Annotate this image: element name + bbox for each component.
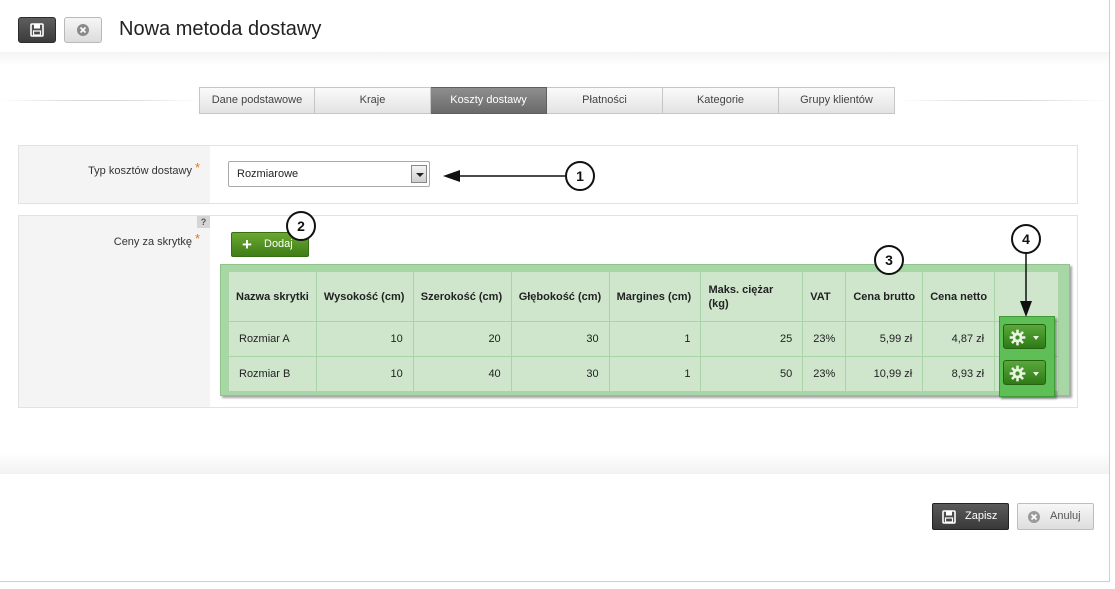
table-cell: 23% — [802, 321, 847, 357]
save-button-label: Zapisz — [965, 510, 998, 522]
table-cell: 10 — [315, 321, 414, 357]
column-header-actions — [994, 271, 1059, 322]
page-title: Nowa metoda dostawy — [119, 18, 322, 40]
column-header: Szerokość (cm) — [412, 271, 512, 322]
table-cell: 30 — [510, 321, 610, 357]
chevron-down-icon[interactable] — [411, 165, 427, 183]
tab-koszty-dostawy[interactable]: Koszty dostawy — [431, 87, 547, 114]
table-cell: 10 — [315, 356, 414, 392]
tab-grupy-klientow[interactable]: Grupy klientów — [779, 87, 895, 114]
callout-3: 3 — [874, 245, 904, 275]
table-cell: 10,99 zł — [845, 356, 924, 392]
callout-2: 2 — [286, 211, 316, 241]
column-header: Cena netto — [922, 271, 996, 322]
add-button-label: Dodaj — [264, 238, 293, 250]
table-row: Rozmiar B 10 40 30 1 50 23% 10,99 zł 8,9… — [228, 356, 1059, 392]
prices-panel: ? Ceny za skrytkę * + Dodaj Nazwa skrytk… — [18, 215, 1078, 408]
tab-dane-podstawowe[interactable]: Dane podstawowe — [199, 87, 315, 114]
table-cell: 50 — [700, 356, 804, 392]
tab-bar: Dane podstawowe Kraje Koszty dostawy Pła… — [199, 87, 895, 114]
required-mark: * — [194, 231, 200, 246]
column-header: Margines (cm) — [608, 271, 702, 322]
callout-1: 1 — [565, 161, 595, 191]
save-button[interactable]: Zapisz — [932, 503, 1009, 530]
header-cancel-button[interactable] — [64, 17, 102, 43]
column-header: Cena brutto — [845, 271, 924, 322]
column-header: Wysokość (cm) — [315, 271, 414, 322]
prices-table-container: Nazwa skrytki Wysokość (cm) Szerokość (c… — [220, 264, 1070, 396]
table-cell: 1 — [608, 321, 702, 357]
table-cell: 23% — [802, 356, 847, 392]
tab-kraje[interactable]: Kraje — [315, 87, 431, 114]
cost-type-panel: Typ kosztów dostawy * Rozmiarowe — [18, 145, 1078, 204]
table-cell: 4,87 zł — [922, 321, 996, 357]
table-cell: 1 — [608, 356, 702, 392]
floppy-disk-icon — [30, 23, 44, 37]
row-actions-button[interactable] — [1003, 360, 1046, 385]
table-cell: 25 — [700, 321, 804, 357]
table-cell: Rozmiar A — [228, 321, 317, 357]
tab-kategorie[interactable]: Kategorie — [663, 87, 779, 114]
table-cell: 20 — [412, 321, 512, 357]
plus-icon: + — [242, 235, 252, 254]
column-header: VAT — [802, 271, 847, 322]
table-cell: Rozmiar B — [228, 356, 317, 392]
field-label-cell: ? Ceny za skrytkę * — [19, 216, 210, 407]
table-cell: 30 — [510, 356, 610, 392]
cancel-button[interactable]: Anuluj — [1017, 503, 1094, 530]
required-mark: * — [194, 160, 200, 175]
cost-type-value: Rozmiarowe — [237, 168, 299, 180]
table-header-row: Nazwa skrytki Wysokość (cm) Szerokość (c… — [228, 271, 1059, 322]
row-actions-highlight — [999, 316, 1055, 397]
prices-label: Ceny za skrytkę * — [113, 231, 200, 248]
tab-platnosci[interactable]: Płatności — [547, 87, 663, 114]
table-cell: 5,99 zł — [845, 321, 924, 357]
cost-type-label-text: Typ kosztów dostawy — [88, 165, 192, 177]
column-header: Nazwa skrytki — [228, 271, 317, 322]
cost-type-label: Typ kosztów dostawy * — [88, 160, 200, 177]
cancel-button-label: Anuluj — [1050, 510, 1081, 522]
caret-down-icon — [1033, 372, 1039, 376]
column-header: Maks. ciężar (kg) — [700, 271, 804, 322]
divider-left — [0, 100, 200, 101]
gear-icon — [1009, 329, 1026, 346]
row-actions-button[interactable] — [1003, 324, 1046, 349]
caret-down-icon — [1033, 336, 1039, 340]
cost-type-select[interactable]: Rozmiarowe — [228, 161, 430, 187]
floppy-disk-icon — [942, 510, 956, 524]
help-icon[interactable]: ? — [197, 216, 210, 228]
field-label-cell: Typ kosztów dostawy * — [19, 146, 210, 203]
prices-table: Nazwa skrytki Wysokość (cm) Szerokość (c… — [228, 271, 1059, 392]
cancel-circle-icon — [1028, 511, 1040, 523]
table-cell: 8,93 zł — [922, 356, 996, 392]
header-save-button[interactable] — [18, 17, 56, 43]
gear-icon — [1009, 365, 1026, 382]
divider-right — [896, 100, 1109, 101]
prices-label-text: Ceny za skrytkę — [113, 236, 192, 248]
column-header: Głębokość (cm) — [510, 271, 610, 322]
table-cell: 40 — [412, 356, 512, 392]
table-row: Rozmiar A 10 20 30 1 25 23% 5,99 zł 4,87… — [228, 321, 1059, 357]
callout-4: 4 — [1011, 224, 1041, 254]
cancel-circle-icon — [77, 24, 89, 36]
